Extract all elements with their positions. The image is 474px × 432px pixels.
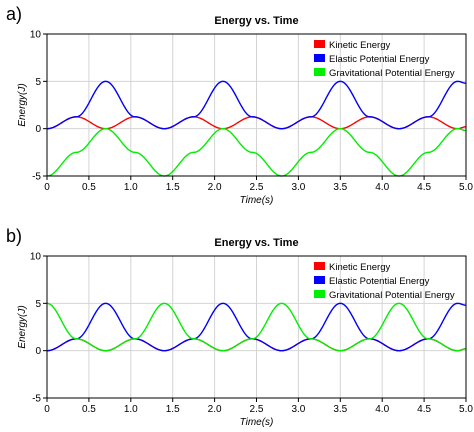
series-line-elastic-potential-energy bbox=[46, 302, 467, 352]
plot-frame bbox=[46, 33, 467, 177]
y-tick-label: 10 bbox=[30, 30, 42, 41]
legend-swatch bbox=[314, 68, 325, 76]
y-tick-label: -5 bbox=[32, 394, 41, 405]
x-tick-label: 2.0 bbox=[208, 404, 222, 415]
legend-swatch bbox=[314, 290, 325, 298]
y-axis-label: Energy(J) bbox=[17, 305, 28, 348]
legend-label: Elastic Potential Energy bbox=[329, 276, 430, 287]
y-tick-label: 0 bbox=[35, 346, 41, 357]
x-tick-label: 3.5 bbox=[333, 182, 347, 193]
y-tick-label: -5 bbox=[32, 172, 41, 183]
x-tick-label: 1.0 bbox=[124, 182, 138, 193]
x-tick-label: 3.5 bbox=[333, 404, 347, 415]
x-tick-label: 5.0 bbox=[459, 182, 473, 193]
x-tick-label: 3.0 bbox=[291, 182, 305, 193]
x-tick-label: 4.0 bbox=[375, 404, 389, 415]
plot-frame bbox=[46, 255, 467, 399]
x-tick-label: 4.5 bbox=[417, 182, 431, 193]
x-tick-label: 0.5 bbox=[82, 404, 96, 415]
x-tick-label: 1.5 bbox=[166, 182, 180, 193]
x-tick-label: 1.0 bbox=[124, 404, 138, 415]
x-tick-label: 1.5 bbox=[166, 404, 180, 415]
x-axis-label: Time(s) bbox=[240, 195, 274, 206]
legend-label: Kinetic Energy bbox=[329, 262, 391, 273]
x-tick-label: 3.0 bbox=[291, 404, 305, 415]
y-tick-label: 5 bbox=[35, 77, 41, 88]
legend-swatch bbox=[314, 40, 325, 48]
x-tick-label: 4.0 bbox=[375, 182, 389, 193]
legend-label: Elastic Potential Energy bbox=[329, 54, 430, 65]
legend-label: Kinetic Energy bbox=[329, 40, 391, 51]
x-tick-label: 5.0 bbox=[459, 404, 473, 415]
series-line-gravitational-potential-energy bbox=[46, 302, 467, 352]
y-tick-label: 0 bbox=[35, 124, 41, 135]
series-line-gravitational-potential-energy bbox=[46, 127, 467, 177]
x-axis-label: Time(s) bbox=[240, 417, 274, 428]
legend-swatch bbox=[314, 276, 325, 284]
chart-title: Energy vs. Time bbox=[214, 15, 298, 27]
series-line-elastic-potential-energy bbox=[46, 80, 467, 130]
x-tick-label: 0 bbox=[44, 182, 50, 193]
chart-title: Energy vs. Time bbox=[214, 237, 298, 249]
legend-label: Gravitational Potential Energy bbox=[329, 290, 455, 301]
y-axis-label: Energy(J) bbox=[17, 83, 28, 126]
x-tick-label: 0.5 bbox=[82, 182, 96, 193]
legend-swatch bbox=[314, 54, 325, 62]
x-tick-label: 2.0 bbox=[208, 182, 222, 193]
x-tick-label: 2.5 bbox=[250, 404, 264, 415]
x-tick-label: 0 bbox=[44, 404, 50, 415]
x-tick-label: 2.5 bbox=[250, 182, 264, 193]
legend-swatch bbox=[314, 262, 325, 270]
x-tick-label: 4.5 bbox=[417, 404, 431, 415]
legend-label: Gravitational Potential Energy bbox=[329, 68, 455, 79]
y-tick-label: 10 bbox=[30, 252, 42, 263]
panel-a-label: a) bbox=[6, 4, 23, 24]
y-tick-label: 5 bbox=[35, 299, 41, 310]
panel-b-label: b) bbox=[6, 226, 23, 246]
